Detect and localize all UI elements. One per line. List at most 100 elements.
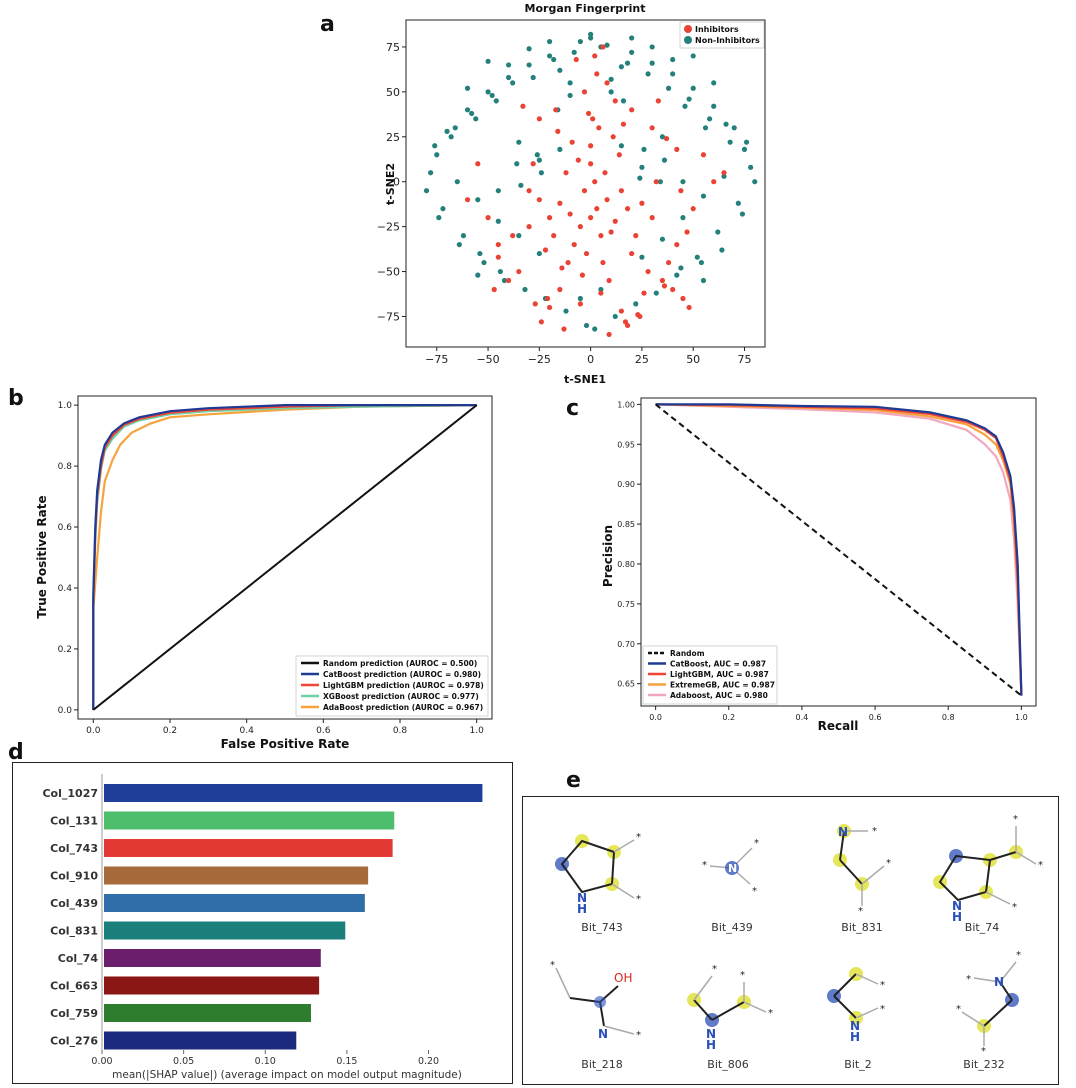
tsne-legend-inhibitors-marker bbox=[684, 25, 692, 33]
attachment-star: * bbox=[636, 832, 641, 843]
inhibitor-point bbox=[618, 308, 624, 314]
bond bbox=[603, 1025, 635, 1035]
non-inhibitor-point bbox=[485, 89, 491, 95]
non-inhibitor-point bbox=[432, 143, 438, 149]
non-inhibitor-point bbox=[428, 170, 434, 176]
non-inhibitor-point bbox=[530, 74, 536, 81]
legend-label: LightGBM, AUC = 0.987 bbox=[670, 670, 769, 679]
non-inhibitor-point bbox=[456, 241, 462, 248]
fragment-label: Bit_2 bbox=[844, 1058, 871, 1071]
non-inhibitor-point bbox=[557, 67, 563, 73]
non-inhibitor-point bbox=[674, 272, 680, 278]
x-tick-label: 0.2 bbox=[722, 713, 735, 722]
shap-bar bbox=[104, 811, 395, 830]
attachment-star: * bbox=[636, 1030, 641, 1041]
inhibitor-point bbox=[532, 301, 538, 307]
inhibitor-point bbox=[559, 265, 565, 271]
non-inhibitor-point bbox=[682, 103, 688, 109]
atom-n: N bbox=[952, 899, 962, 913]
inhibitor-point bbox=[516, 268, 522, 275]
shap-bars: Col_1027 Col_131 Col_743 Col_910 Col_439 Col_… bbox=[42, 784, 483, 1050]
bond bbox=[983, 999, 1013, 1027]
non-inhibitor-point bbox=[752, 179, 758, 185]
x-tick-label: 0.20 bbox=[418, 1056, 439, 1067]
non-inhibitor-point bbox=[727, 139, 733, 145]
x-tick-label: 0.00 bbox=[91, 1056, 112, 1067]
inhibitor-point bbox=[602, 170, 608, 176]
bond bbox=[743, 1001, 767, 1013]
bond bbox=[973, 977, 1001, 983]
attachment-star: * bbox=[752, 886, 757, 897]
x-tick-label: 0.8 bbox=[393, 726, 408, 736]
non-inhibitor-point bbox=[702, 125, 709, 131]
x-tick-label: 0.6 bbox=[316, 726, 331, 736]
non-inhibitor-point bbox=[711, 80, 717, 86]
non-inhibitor-point bbox=[448, 134, 454, 140]
inhibitor-point bbox=[596, 125, 602, 131]
y-tick-label: 0.0 bbox=[58, 706, 73, 716]
bond bbox=[839, 830, 845, 861]
non-inhibitor-point bbox=[608, 89, 614, 95]
non-inhibitor-point bbox=[505, 62, 512, 68]
non-inhibitor-point bbox=[571, 49, 577, 55]
atom-h: H bbox=[577, 902, 587, 916]
non-inhibitor-point bbox=[641, 146, 647, 152]
non-inhibitor-point bbox=[526, 46, 532, 52]
panel-letter-d: d bbox=[8, 740, 24, 765]
non-inhibitor-point bbox=[633, 301, 639, 307]
non-inhibitor-point bbox=[516, 139, 522, 145]
atom-h: H bbox=[850, 1030, 860, 1044]
inhibitor-point bbox=[674, 146, 680, 152]
x-tick-label: 0.2 bbox=[163, 726, 177, 736]
inhibitor-point bbox=[464, 197, 471, 203]
non-inhibitor-point bbox=[690, 53, 696, 59]
atom-n: N bbox=[994, 975, 1004, 989]
fragment-label: Bit_218 bbox=[581, 1058, 622, 1071]
ring-bonds bbox=[560, 839, 616, 894]
x-tick-label: 1.0 bbox=[1015, 713, 1028, 722]
legend-label: Random prediction (AUROC = 0.500) bbox=[323, 659, 477, 668]
inhibitor-point bbox=[594, 206, 600, 212]
attachment-star: * bbox=[768, 1008, 773, 1019]
fragment-bit-439: N * * * Bit_439 bbox=[702, 838, 759, 934]
inhibitor-point bbox=[629, 250, 635, 257]
inhibitor-point bbox=[655, 98, 661, 104]
non-inhibitor-point bbox=[739, 211, 746, 217]
non-inhibitor-point bbox=[495, 218, 501, 224]
inhibitor-point bbox=[577, 301, 583, 307]
attachment-star: * bbox=[858, 906, 863, 917]
tsne-plot-area bbox=[405, 19, 766, 348]
non-inhibitor-point bbox=[510, 80, 516, 86]
inhibitor-point bbox=[604, 80, 610, 86]
y-tick-label: 0.65 bbox=[617, 680, 635, 689]
atom-h: H bbox=[952, 910, 962, 924]
x-tick-label: 0.05 bbox=[173, 1056, 194, 1067]
inhibitor-point bbox=[520, 103, 526, 109]
non-inhibitor-point bbox=[423, 188, 430, 194]
shap-bar bbox=[104, 1004, 311, 1022]
inhibitor-point bbox=[645, 268, 651, 275]
attachment-star: * bbox=[1038, 860, 1043, 871]
non-inhibitor-point bbox=[661, 157, 668, 163]
inhibitor-point bbox=[495, 241, 501, 248]
non-inhibitor-point bbox=[473, 116, 479, 122]
inhibitor-point bbox=[604, 197, 610, 203]
atom-n: N bbox=[577, 891, 587, 905]
precision-recall-chart: 0.0 0.2 0.4 0.6 0.8 1.0 0.65 0.70 0.75 0.80 0.85 0.… bbox=[601, 397, 1037, 733]
inhibitor-point bbox=[536, 197, 542, 203]
bond bbox=[999, 981, 1013, 1001]
inhibitor-point bbox=[659, 277, 666, 284]
non-inhibitor-point bbox=[715, 229, 721, 235]
non-inhibitor-point bbox=[686, 96, 692, 102]
inhibitor-point bbox=[610, 134, 616, 140]
fragment-label: Bit_74 bbox=[965, 921, 999, 934]
non-inhibitor-point bbox=[748, 164, 754, 170]
bond bbox=[961, 1011, 985, 1027]
inhibitor-point bbox=[475, 161, 481, 167]
inhibitor-point bbox=[495, 254, 501, 260]
legend-label: LightGBM prediction (AUROC = 0.978) bbox=[323, 681, 484, 690]
roc-line bbox=[92, 404, 477, 710]
inhibitor-point bbox=[592, 53, 598, 59]
inhibitor-point bbox=[588, 215, 594, 221]
